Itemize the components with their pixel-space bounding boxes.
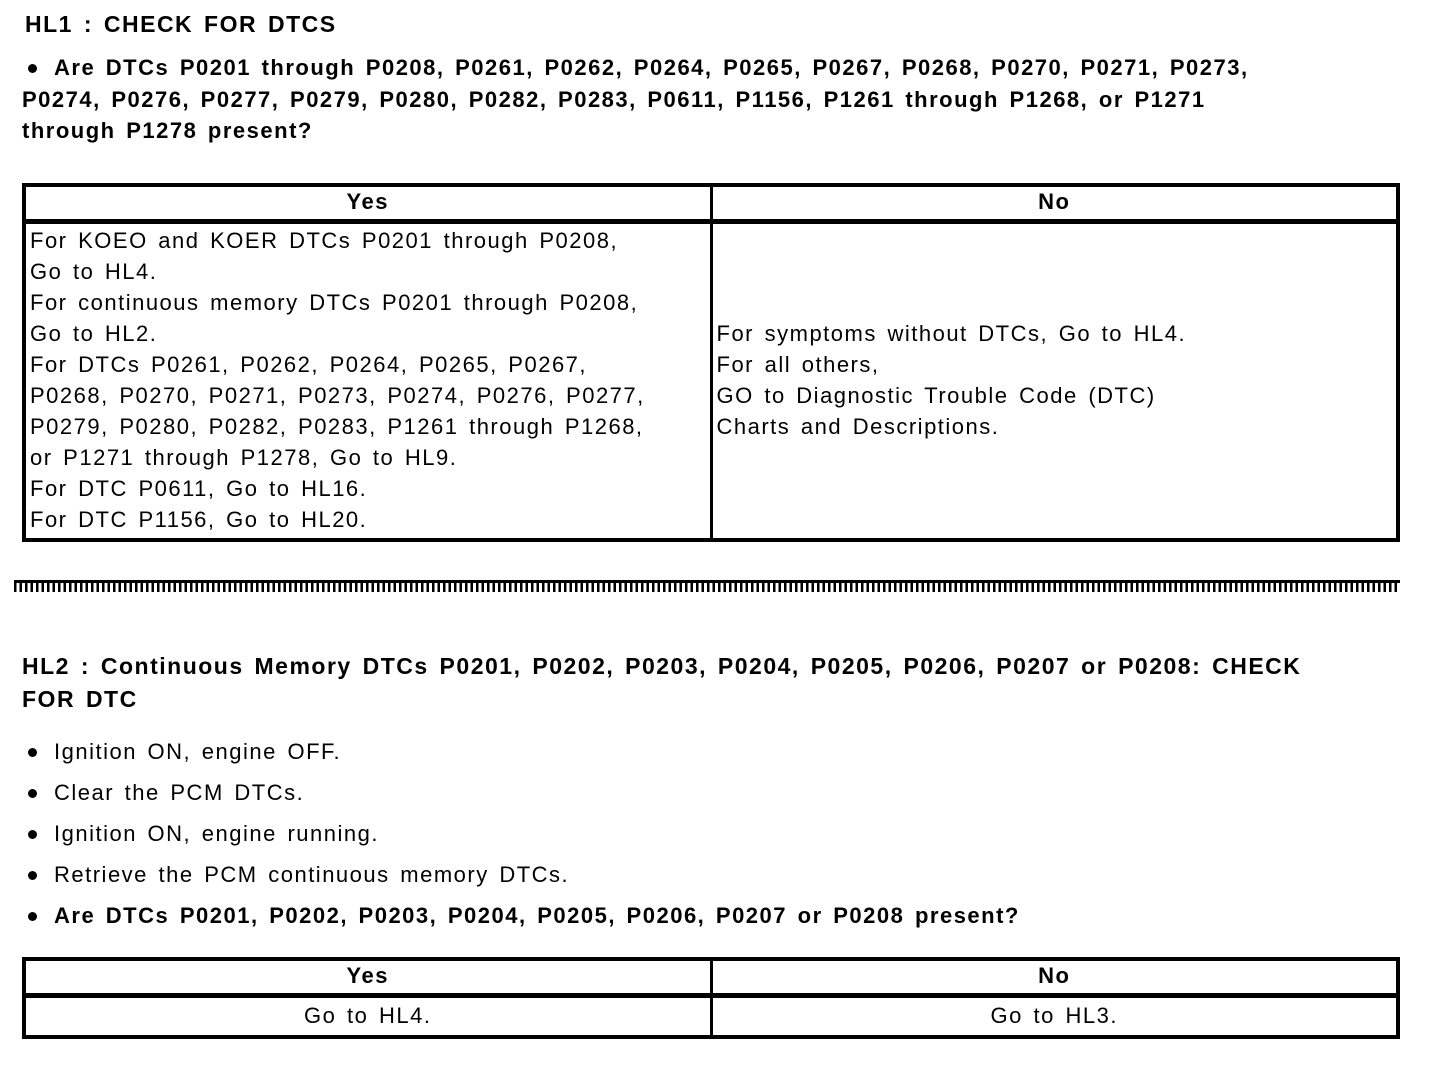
hl1-decision-table: Yes No For KOEO and KOER DTCs P0201 thro… (22, 182, 1400, 542)
hl1-no-cell: For symptoms without DTCs, Go to HL4. Fo… (709, 219, 1400, 541)
hl1-yes-cell: For KOEO and KOER DTCs P0201 through P02… (22, 219, 713, 541)
section-hl2-title: HL2 : Continuous Memory DTCs P0201, P020… (22, 652, 1302, 712)
table-row: For KOEO and KOER DTCs P0201 through P02… (22, 219, 1400, 541)
hl2-question-text: Are DTCs P0201, P0202, P0203, P0204, P02… (54, 902, 1020, 928)
hl2-yes-header: Yes (22, 957, 713, 998)
step-text: Retrieve the PCM continuous memory DTCs. (54, 861, 570, 887)
bullet-icon (28, 911, 37, 921)
hl1-no-header: No (709, 183, 1400, 224)
bullet-icon (28, 870, 37, 880)
hl2-steps-list: Ignition ON, engine OFF. Clear the PCM D… (22, 736, 1440, 931)
hl2-yes-cell: Go to HL4. (22, 993, 713, 1038)
hl2-question: Are DTCs P0201, P0202, P0203, P0204, P02… (22, 900, 1440, 931)
table-row: Go to HL4. Go to HL3. (22, 993, 1400, 1038)
section-hl1-title: HL1 : CHECK FOR DTCS (25, 11, 337, 37)
list-item: Ignition ON, engine running. (22, 818, 1440, 849)
document-page: HL1 : CHECK FOR DTCS Are DTCs P0201 thro… (0, 10, 1440, 1074)
bullet-icon (28, 64, 37, 73)
step-text: Ignition ON, engine running. (54, 820, 379, 846)
hl1-yes-header: Yes (22, 183, 713, 224)
table-header-row: Yes No (22, 183, 1400, 224)
table-header-row: Yes No (22, 957, 1400, 998)
bullet-icon (28, 829, 37, 839)
list-item: Clear the PCM DTCs. (22, 777, 1440, 808)
hl1-question: Are DTCs P0201 through P0208, P0261, P02… (22, 52, 1380, 147)
bullet-icon (28, 747, 37, 757)
section-divider (14, 579, 1400, 592)
step-text: Clear the PCM DTCs. (54, 779, 305, 805)
bullet-icon (28, 788, 37, 798)
step-text: Ignition ON, engine OFF. (54, 738, 342, 764)
hl2-no-header: No (709, 957, 1400, 998)
hl1-question-text: Are DTCs P0201 through P0208, P0261, P02… (22, 55, 1249, 143)
hl2-no-cell: Go to HL3. (709, 993, 1400, 1038)
hl2-decision-table: Yes No Go to HL4. Go to HL3. (22, 956, 1400, 1039)
list-item: Ignition ON, engine OFF. (22, 736, 1440, 767)
list-item: Retrieve the PCM continuous memory DTCs. (22, 859, 1440, 890)
